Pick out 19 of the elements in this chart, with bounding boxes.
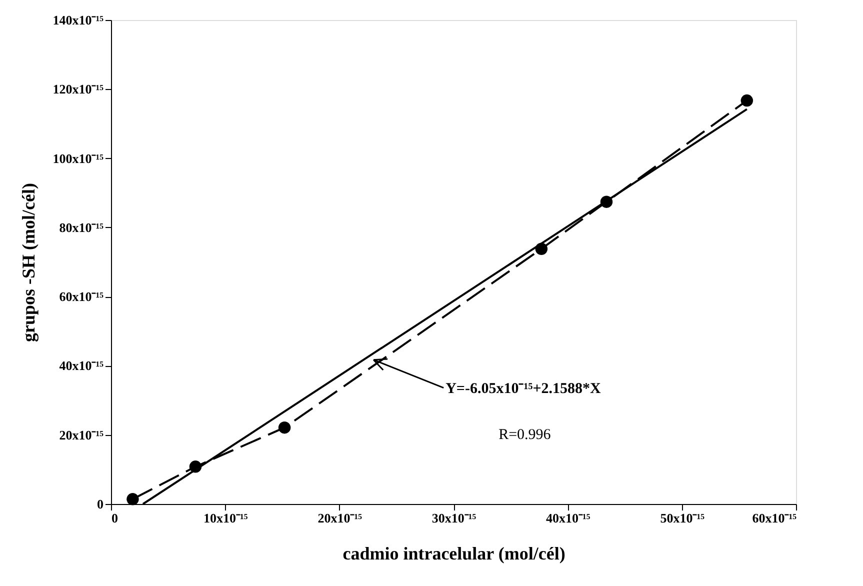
y-tick-label: 40x10⁻¹⁵ — [59, 358, 104, 374]
x-tick-label: 60x10⁻¹⁵ — [752, 510, 797, 526]
x-tick-label: 30x10⁻¹⁵ — [432, 510, 476, 526]
annotation: Y=-6.05x10⁻¹⁵+2.1588*X — [446, 380, 601, 397]
y-tick-label: 100x10⁻¹⁵ — [52, 150, 104, 166]
y-tick-label: 0 — [97, 496, 104, 512]
y-tick-label: 80x10⁻¹⁵ — [59, 220, 104, 235]
y-tick-label: 20x10⁻¹⁵ — [59, 427, 104, 442]
x-tick-label: 20x10⁻¹⁵ — [318, 510, 362, 526]
y-tick-label: 140x10⁻¹⁵ — [52, 12, 104, 28]
y-tick-label: 60x10⁻¹⁵ — [59, 289, 104, 304]
y-axis-title: grupos -SH (mol/cél) — [18, 183, 39, 342]
x-tick-label: 50x10⁻¹⁵ — [660, 510, 705, 526]
y-tick-label: 120x10⁻¹⁵ — [52, 82, 104, 97]
x-tick-label: 0 — [112, 510, 118, 526]
x-tick-label: 10x10⁻¹⁵ — [204, 510, 248, 526]
x-tick-label: 40x10⁻¹⁵ — [546, 510, 590, 526]
x-axis-title: cadmio intracelular (mol/cél) — [342, 544, 566, 564]
annotation: R=0.996 — [498, 426, 552, 443]
